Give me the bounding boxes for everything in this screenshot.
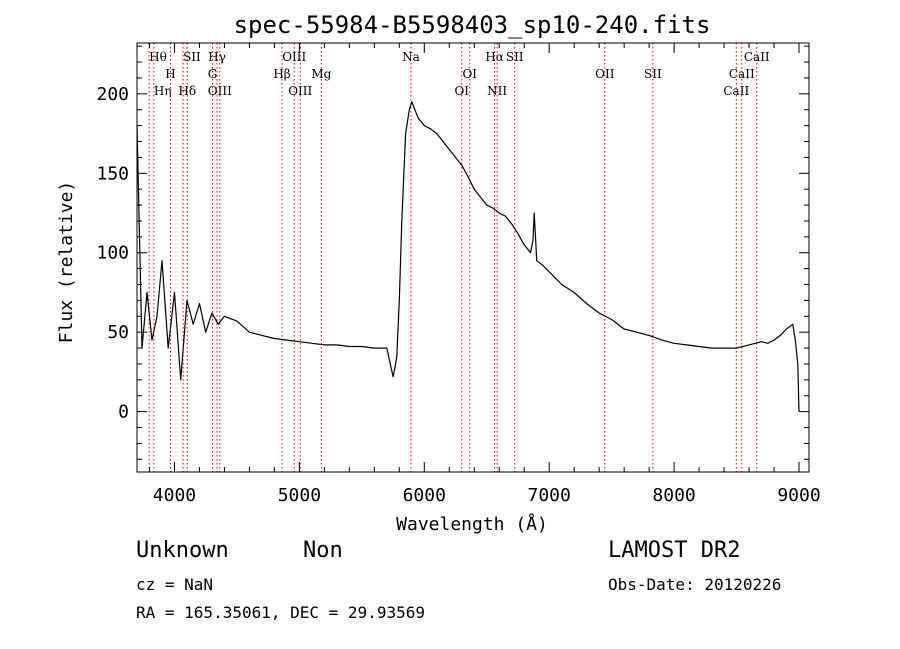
line-marker-label: Hθ bbox=[149, 50, 167, 64]
line-marker-label: OI bbox=[454, 84, 469, 98]
y-tick-label: 50 bbox=[107, 322, 129, 343]
line-marker-label: Hγ bbox=[208, 50, 226, 64]
ra-dec-coordinates: RA = 165.35061, DEC = 29.93569 bbox=[136, 603, 425, 622]
line-marker-label: NII bbox=[487, 84, 507, 98]
line-marker-label: SII bbox=[644, 67, 662, 81]
y-tick-label: 100 bbox=[96, 243, 129, 264]
x-tick-label: 9000 bbox=[777, 485, 820, 506]
line-marker-label: Hα bbox=[485, 50, 504, 64]
y-tick-label: 0 bbox=[118, 402, 129, 423]
chart-title: spec-55984-B5598403_sp10-240.fits bbox=[234, 11, 711, 39]
class-label: Unknown bbox=[136, 538, 229, 563]
obs-date: Obs-Date: 20120226 bbox=[608, 575, 782, 594]
line-marker-label: Mg bbox=[311, 67, 331, 81]
survey-label: LAMOST DR2 bbox=[608, 538, 741, 563]
chart-axes: 4000 5000 6000 7000 8000 9000 0 50 100 150 200 bbox=[96, 42, 821, 506]
x-tick-label: 5000 bbox=[278, 485, 321, 506]
x-tick-label: 4000 bbox=[153, 485, 196, 506]
line-marker-label: CaII bbox=[744, 50, 770, 64]
line-marker-label: SII bbox=[183, 50, 201, 64]
line-marker-label: Hδ bbox=[178, 84, 196, 98]
x-tick-label: 7000 bbox=[528, 485, 571, 506]
line-marker-label: G bbox=[208, 67, 218, 81]
cz-value: cz = NaN bbox=[136, 575, 214, 594]
line-marker-label: OIII bbox=[282, 50, 306, 64]
y-axis-label: Flux (relative) bbox=[56, 181, 77, 344]
line-marker-label: CaII bbox=[723, 84, 749, 98]
line-marker-label: CaII bbox=[729, 67, 755, 81]
line-marker-label: OII bbox=[595, 67, 615, 81]
y-tick-label: 150 bbox=[96, 163, 129, 184]
spectrum-line bbox=[136, 101, 800, 412]
x-tick-label: 6000 bbox=[403, 485, 446, 506]
line-marker-label: OIII bbox=[288, 84, 312, 98]
line-marker-label: SII bbox=[506, 50, 524, 64]
line-marker-label: OI bbox=[462, 67, 477, 81]
plot-frame bbox=[136, 42, 810, 473]
x-axis-label: Wavelength (Å) bbox=[396, 513, 548, 535]
line-marker-label: OIII bbox=[208, 84, 232, 98]
subclass-label: Non bbox=[303, 538, 343, 563]
y-tick-label: 200 bbox=[96, 84, 129, 105]
line-marker-label: H bbox=[165, 67, 175, 81]
spectrum-series bbox=[136, 101, 800, 412]
line-marker-label: Hβ bbox=[273, 67, 290, 81]
line-marker-label: Na bbox=[402, 50, 420, 64]
line-marker-label: Hη bbox=[154, 84, 172, 98]
x-tick-label: 8000 bbox=[652, 485, 695, 506]
